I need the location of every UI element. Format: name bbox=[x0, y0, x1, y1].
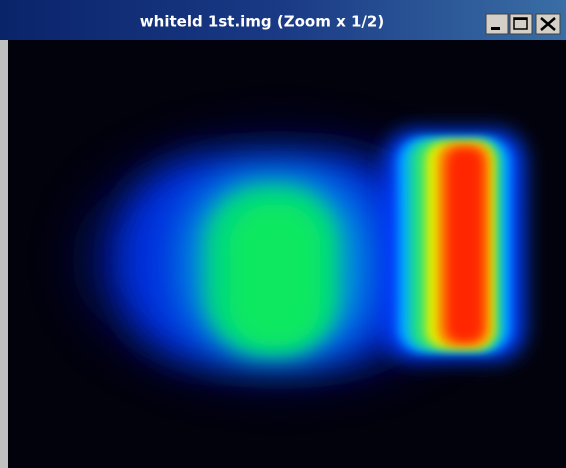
close-button[interactable] bbox=[536, 14, 560, 34]
minimize-button[interactable] bbox=[486, 14, 508, 34]
window: whiteld 1st.img (Zoom x 1/2) bbox=[0, 0, 566, 468]
image-view bbox=[8, 40, 566, 468]
window-title: whiteld 1st.img (Zoom x 1/2) bbox=[140, 13, 384, 31]
maximize-button[interactable] bbox=[510, 14, 532, 34]
page: whiteld 1st.img (Zoom x 1/2) (() => { co… bbox=[0, 0, 566, 468]
